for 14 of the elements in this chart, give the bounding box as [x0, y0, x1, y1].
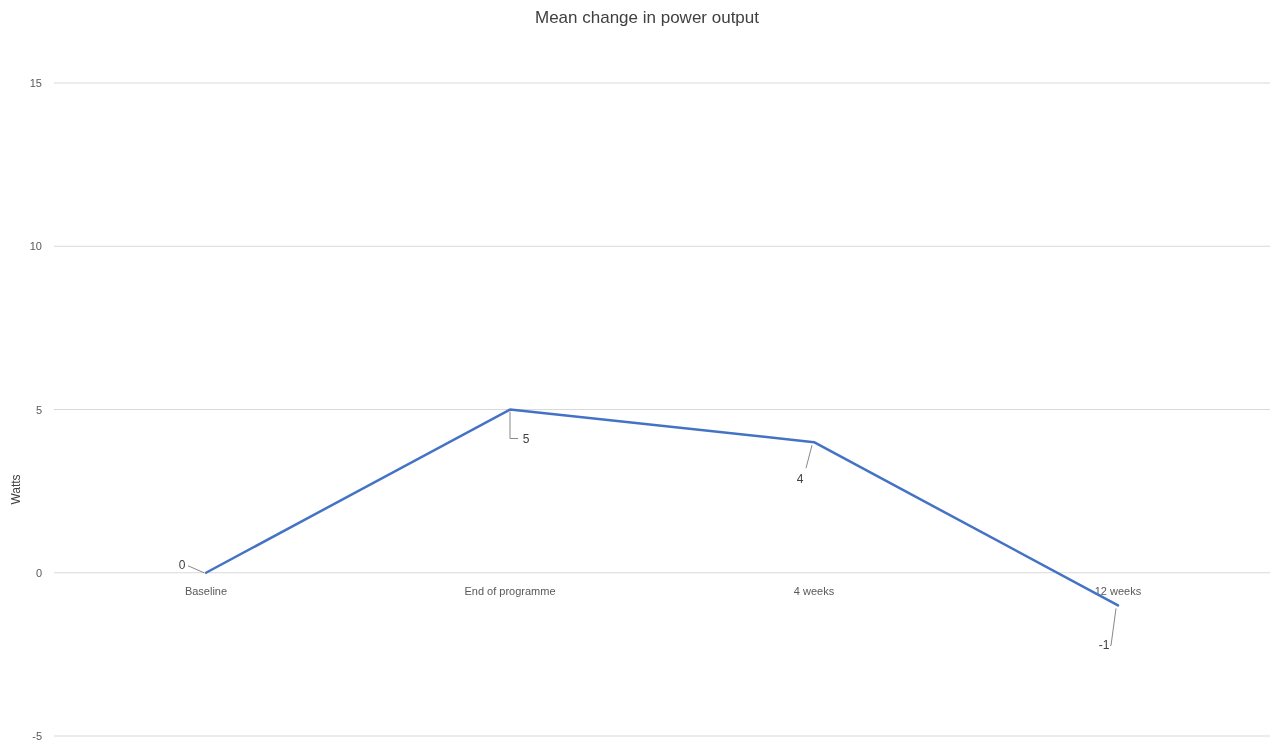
y-tick-label: 15 [29, 77, 42, 89]
y-tick-label: 0 [35, 566, 42, 579]
chart-title: Mean change in power output [535, 8, 760, 27]
x-tick-label: End of programme [464, 584, 556, 597]
x-tick-label: 4 weeks [793, 584, 835, 597]
data-label: 5 [522, 431, 530, 446]
y-tick-label: 5 [35, 403, 42, 416]
y-axis-title: Watts [9, 474, 23, 505]
data-label: -1 [1098, 638, 1110, 653]
y-tick-label: -5 [32, 730, 42, 742]
y-tick-label: 10 [29, 240, 42, 253]
data-label: 4 [796, 472, 804, 487]
data-label: 0 [178, 557, 186, 572]
x-tick-label: Baseline [184, 584, 228, 597]
